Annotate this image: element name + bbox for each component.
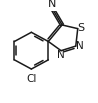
Text: N: N (48, 0, 56, 9)
Text: Cl: Cl (26, 74, 37, 84)
Text: N: N (57, 50, 64, 60)
Text: N: N (76, 41, 84, 51)
Text: S: S (78, 23, 85, 33)
